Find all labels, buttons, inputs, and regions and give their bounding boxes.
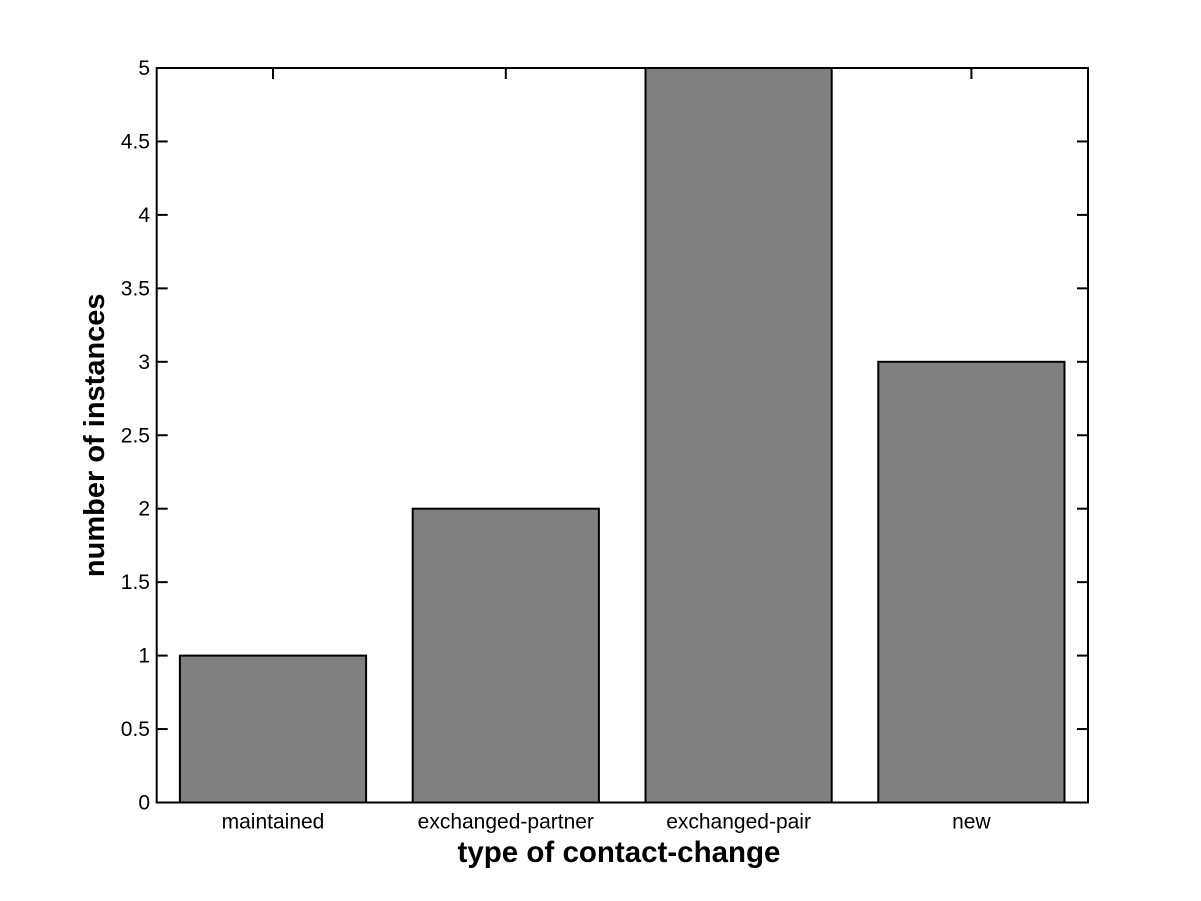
svg-text:2: 2 <box>138 498 150 521</box>
svg-text:4: 4 <box>138 204 150 227</box>
svg-text:exchanged-partner: exchanged-partner <box>418 811 594 834</box>
svg-text:1: 1 <box>138 645 150 668</box>
svg-text:3.5: 3.5 <box>121 277 150 300</box>
svg-text:0.5: 0.5 <box>121 718 150 741</box>
svg-text:1.5: 1.5 <box>121 571 150 594</box>
svg-text:5: 5 <box>138 57 150 80</box>
svg-text:3: 3 <box>138 351 150 374</box>
svg-text:0: 0 <box>138 792 150 815</box>
svg-text:maintained: maintained <box>222 811 325 834</box>
svg-text:new: new <box>952 811 991 834</box>
svg-text:2.5: 2.5 <box>121 424 150 447</box>
svg-text:type of contact-change: type of contact-change <box>458 836 781 869</box>
svg-text:4.5: 4.5 <box>121 130 150 153</box>
svg-text:exchanged-pair: exchanged-pair <box>666 811 811 834</box>
svg-text:number of instances: number of instances <box>79 293 111 577</box>
